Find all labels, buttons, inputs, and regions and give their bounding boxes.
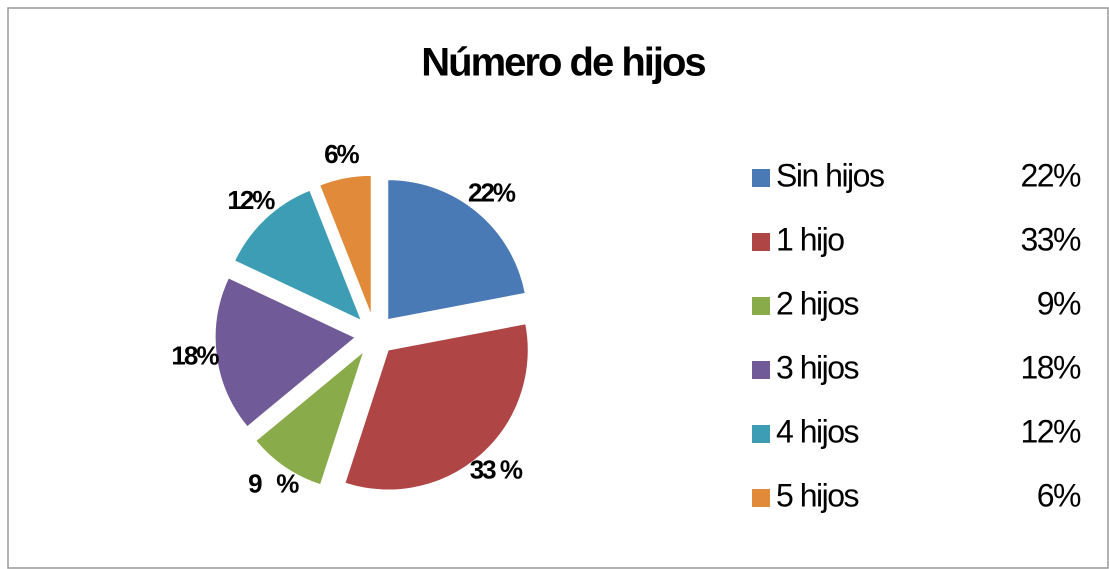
chart-title: Número de hijos bbox=[421, 41, 705, 85]
data-label: 6% bbox=[324, 139, 359, 169]
pie-slice bbox=[233, 189, 363, 322]
legend-swatch bbox=[752, 169, 770, 187]
pie-slice bbox=[319, 174, 372, 316]
data-label: 9 % bbox=[248, 468, 299, 498]
data-label: 12% bbox=[227, 185, 275, 215]
legend-value: 9% bbox=[1037, 285, 1081, 321]
pie-slice bbox=[214, 277, 357, 428]
legend-label: 4 hijos bbox=[776, 413, 859, 449]
pie-slice bbox=[255, 350, 365, 486]
pie-slice bbox=[344, 323, 529, 491]
pie-slice bbox=[387, 179, 526, 321]
legend-swatch bbox=[752, 425, 770, 443]
chart-frame bbox=[7, 7, 1109, 569]
legend-label: Sin hijos bbox=[776, 157, 884, 193]
legend-swatch bbox=[752, 361, 770, 379]
legend-label: 1 hijo bbox=[776, 221, 844, 257]
legend-label: 5 hijos bbox=[776, 477, 859, 513]
legend-label: 2 hijos bbox=[776, 285, 859, 321]
legend-value: 18% bbox=[1020, 349, 1081, 385]
data-label: 22% bbox=[468, 178, 516, 208]
legend-value: 33% bbox=[1020, 221, 1081, 257]
data-label: 18% bbox=[171, 341, 219, 371]
legend-swatch bbox=[752, 297, 770, 315]
legend-value: 6% bbox=[1037, 477, 1081, 513]
legend-value: 22% bbox=[1020, 157, 1081, 193]
legend-swatch bbox=[752, 489, 770, 507]
legend-value: 12% bbox=[1020, 413, 1081, 449]
data-label: 33 % bbox=[470, 454, 523, 484]
legend-label: 3 hijos bbox=[776, 349, 859, 385]
legend-swatch bbox=[752, 233, 770, 251]
